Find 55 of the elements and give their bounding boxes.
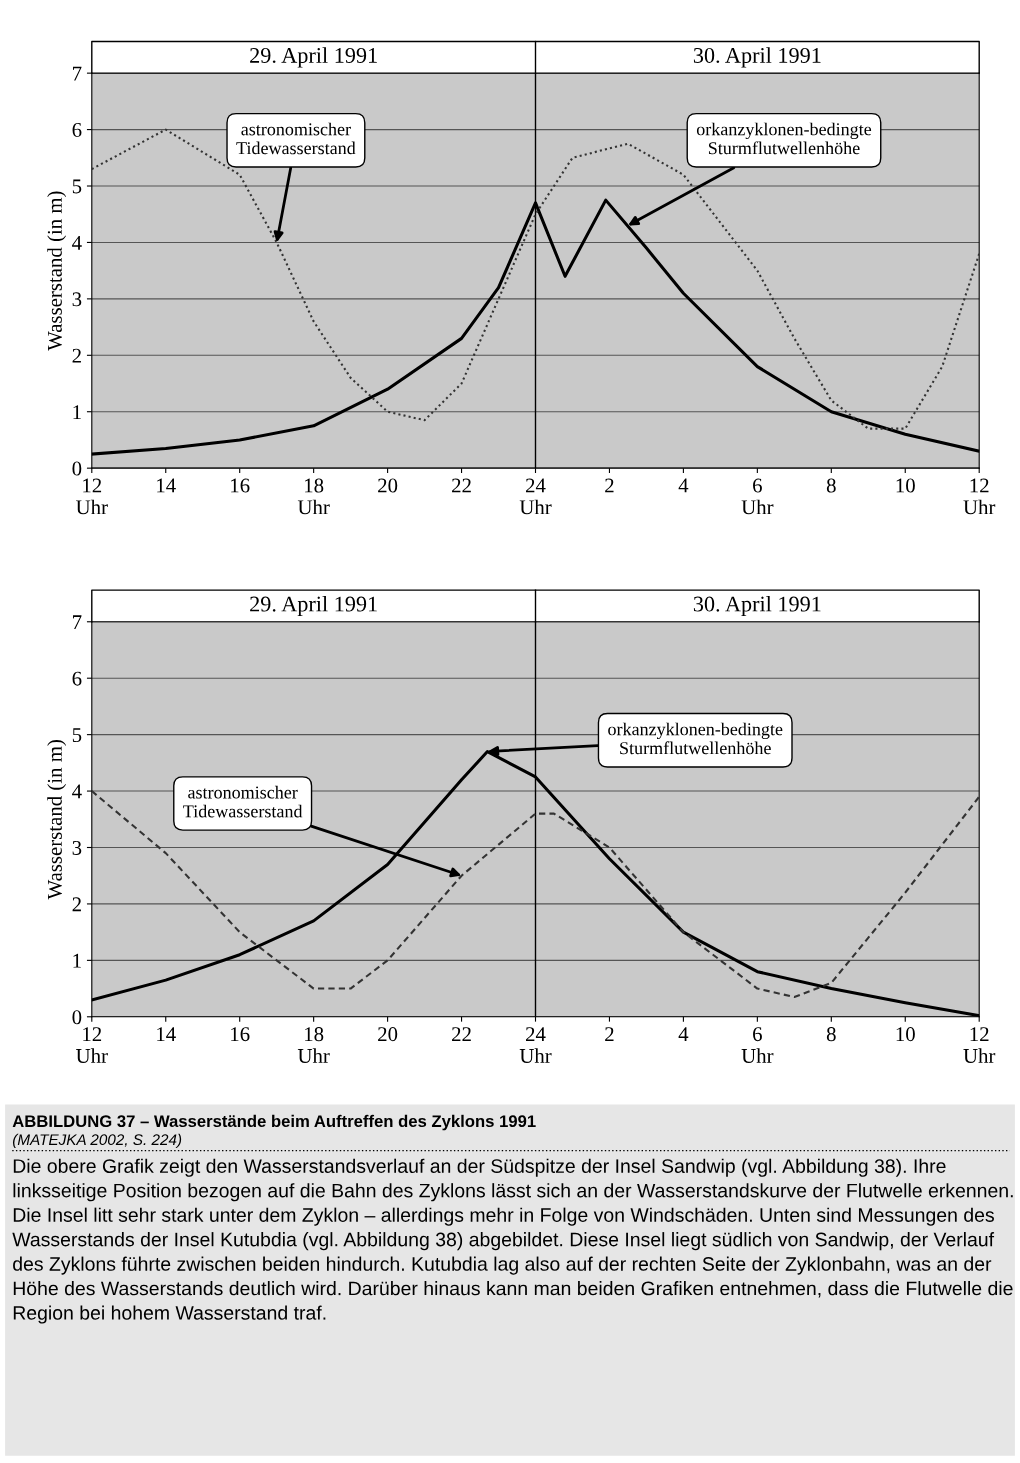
text: 29. April 1991 bbox=[250, 595, 377, 617]
y-tick-label: 1 bbox=[73, 405, 81, 419]
x-tick-label: 12 Uhr bbox=[963, 478, 996, 515]
text: (MATEJKA 2002, S. 224) bbox=[12, 1133, 182, 1149]
y-tick-label: 4 bbox=[72, 235, 82, 250]
y-axis-title: Wasserstand (in m) bbox=[47, 740, 67, 900]
x-tick-label: 10 bbox=[896, 1027, 915, 1042]
y-tick-label: 5 bbox=[72, 179, 82, 194]
y-tick-label: 0 bbox=[72, 1010, 82, 1025]
y-tick-label: 0 bbox=[72, 461, 82, 476]
annotation: orkanzyklonen-bedingte Sturmflutwellenhöhe bbox=[696, 122, 872, 155]
y-tick-label: 1 bbox=[73, 953, 81, 968]
x-tick-label: 4 bbox=[678, 478, 689, 493]
text: Die obere Grafik zeigt den Wasserstandsverlauf an der Südspitze der Insel Sandwip (vgl. Abbildung 38). Ihre linksseitige Position bezogen auf die Bahn des Zyklons lässt sich an der Wasserstandskurve der Flutwelle erkennen. Die Insel litt sehr stark unter dem Zyklon – allerdings mehr in Folge von Windschäden. Unten sind Messungen des Wasserstands der Insel Kutubdia (vgl. Abbildung 38) abgebildet. Diese Insel liegt südlich von Sandwip, der Verlauf des Zyklons führte zwischen beiden hindurch. Kutubdia lag also auf der rechten Seite der Zyklonbahn, was an der Höhe des Wasserstands deutlich wird. Darüber hinaus kann man beiden Grafiken entnehmen, dass die Flutwelle die Region bei hohem Wasserstand traf. bbox=[12, 1158, 1013, 1324]
x-tick-label: 22 bbox=[452, 1027, 471, 1041]
y-axis-title: Wasserstand (in m) bbox=[47, 191, 67, 351]
y-tick-label: 7 bbox=[73, 66, 82, 81]
text: 29. April 1991 bbox=[250, 47, 377, 68]
x-tick-label: 20 bbox=[378, 478, 398, 493]
annotation: astronomischer Tidewasserstand bbox=[183, 785, 303, 818]
annotation: astronomischer Tidewasserstand bbox=[236, 122, 356, 155]
y-tick-label: 6 bbox=[72, 671, 82, 686]
y-tick-label: 3 bbox=[72, 840, 82, 855]
x-tick-label: 12 Uhr bbox=[76, 478, 108, 515]
text: ABBILDUNG 37 – Wasserstände beim Auftreffen des Zyklons 1991 bbox=[12, 1114, 536, 1131]
y-tick-label: 2 bbox=[72, 897, 81, 912]
x-tick-label: 4 bbox=[678, 1027, 689, 1041]
x-tick-label: 18 Uhr bbox=[297, 1027, 330, 1063]
annotation: orkanzyklonen-bedingte Sturmflutwellenhöhe bbox=[608, 722, 783, 755]
x-tick-label: 16 bbox=[231, 478, 250, 493]
text: 30. April 1991 bbox=[693, 47, 821, 68]
x-tick-label: 24 Uhr bbox=[519, 1027, 552, 1063]
y-tick-label: 7 bbox=[73, 615, 82, 629]
x-tick-label: 10 bbox=[896, 478, 915, 493]
x-tick-label: 8 bbox=[826, 1027, 836, 1042]
x-tick-label: 2 bbox=[605, 478, 614, 493]
x-tick-label: 6 Uhr bbox=[741, 478, 774, 515]
x-tick-label: 22 bbox=[452, 478, 471, 493]
x-tick-label: 24 Uhr bbox=[519, 478, 552, 515]
y-tick-label: 3 bbox=[72, 292, 82, 307]
y-tick-label: 2 bbox=[72, 348, 81, 363]
text: 30. April 1991 bbox=[693, 595, 821, 617]
x-tick-label: 12 Uhr bbox=[76, 1027, 108, 1063]
x-tick-label: 18 Uhr bbox=[297, 478, 330, 515]
x-tick-label: 20 bbox=[378, 1027, 398, 1042]
x-tick-label: 14 bbox=[157, 1027, 176, 1041]
x-tick-label: 14 bbox=[157, 478, 176, 493]
x-tick-label: 6 Uhr bbox=[741, 1027, 774, 1063]
x-tick-label: 8 bbox=[826, 478, 836, 493]
y-tick-label: 4 bbox=[72, 784, 82, 799]
y-tick-label: 5 bbox=[72, 728, 82, 743]
y-tick-label: 6 bbox=[72, 123, 82, 138]
x-tick-label: 16 bbox=[231, 1027, 250, 1042]
x-tick-label: 12 Uhr bbox=[963, 1027, 996, 1063]
x-tick-label: 2 bbox=[605, 1027, 614, 1041]
